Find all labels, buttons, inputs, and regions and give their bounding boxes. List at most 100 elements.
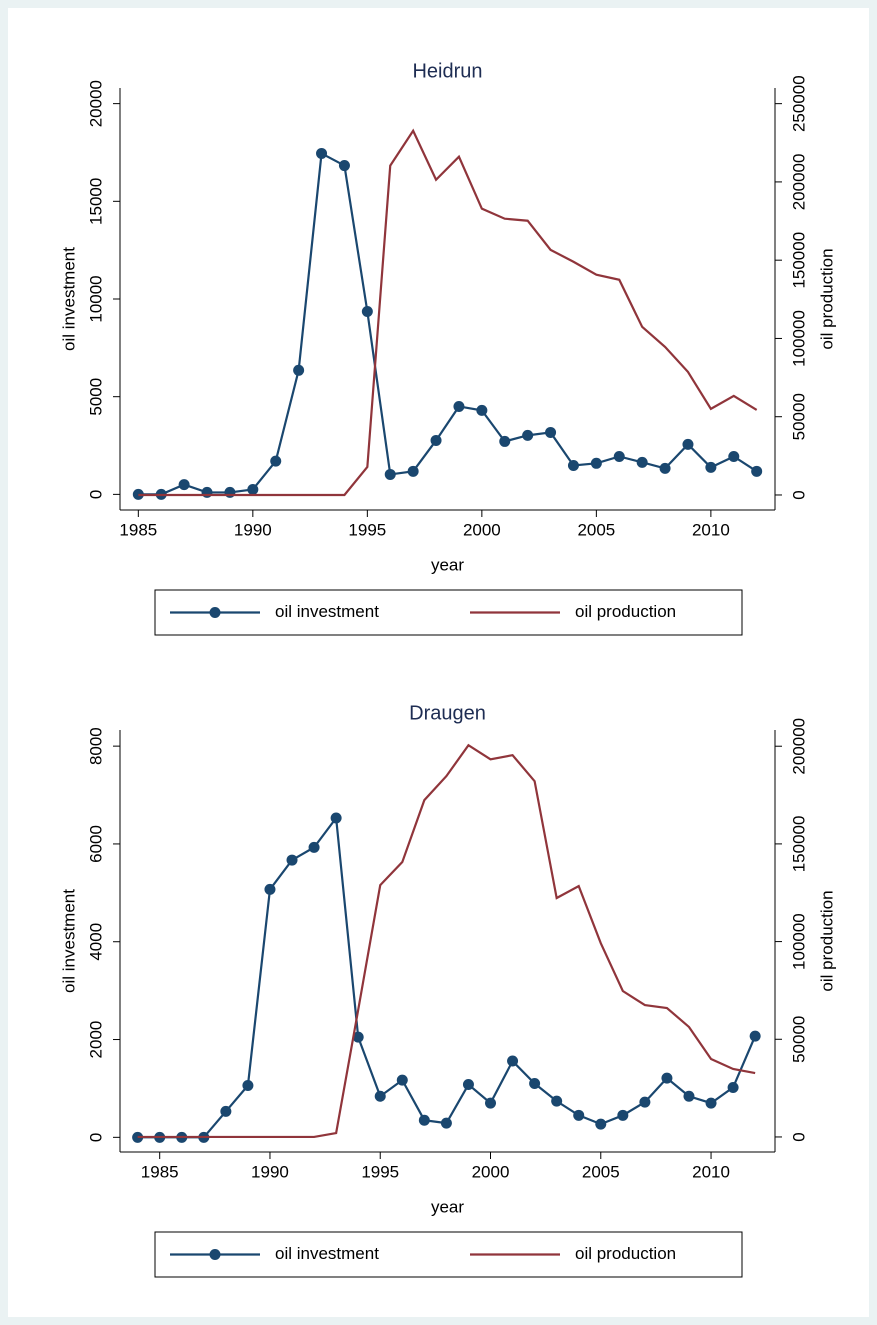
series-marker [352,1031,364,1043]
series-marker [308,841,320,853]
series-marker [661,1072,673,1084]
y-tick-label: 6000 [86,825,105,863]
series-line [138,151,758,496]
series-marker [551,1095,563,1107]
series-marker [617,1109,629,1121]
series-marker [418,1114,430,1126]
series-marker [522,429,534,441]
legend-label: oil investment [275,602,379,621]
legend-label: oil production [575,1244,676,1263]
series-marker [683,1090,695,1102]
legend-marker [209,1249,221,1260]
x-tick-label: 1990 [234,520,272,539]
x-tick-label: 1990 [251,1162,289,1181]
y-tick-label: 10000 [86,275,105,322]
series-marker [751,465,763,477]
series-marker [749,1030,761,1042]
x-tick-label: 1985 [119,520,157,539]
legend-label: oil investment [275,1244,379,1263]
series-marker [201,486,213,498]
series-marker [462,1079,474,1091]
x-tick-label: 2000 [472,1162,510,1181]
series-marker [396,1074,408,1086]
series-line [137,743,756,1139]
y2-tick-label: 250000 [789,75,808,132]
series-marker [728,450,740,462]
y2-tick-label: 150000 [789,816,808,873]
y2-tick-label: 50000 [789,393,808,440]
series-line [138,128,758,497]
x-axis-title: year [431,555,464,574]
y-tick-label: 2000 [86,1021,105,1059]
series-marker [639,1096,651,1108]
series-marker [316,147,328,159]
series-marker [567,459,579,471]
y2-tick-label: 100000 [789,913,808,970]
y-axis-title: oil investment [59,889,78,993]
series-marker [384,468,396,480]
series-marker [682,438,694,450]
series-marker [242,1079,254,1091]
series-marker [224,486,236,498]
y-tick-label: 20000 [86,80,105,127]
y2-axis-title: oil production [817,248,836,349]
series-marker [636,456,648,468]
series-marker [338,160,350,172]
series-marker [573,1109,585,1121]
series-marker [330,812,342,824]
y-tick-label: 4000 [86,923,105,961]
series-marker [286,854,298,866]
series-marker [247,483,259,495]
legend-label: oil production [575,602,676,621]
x-tick-label: 1995 [348,520,386,539]
series-marker [361,306,373,318]
series-marker [590,457,602,469]
y2-tick-label: 50000 [789,1016,808,1063]
chart-title: Draugen [409,702,486,724]
series-marker [440,1117,452,1129]
x-tick-label: 2005 [577,520,615,539]
series-marker [659,462,671,474]
y-axis-title: oil investment [59,247,78,351]
y2-tick-label: 200000 [789,154,808,211]
y-tick-label: 5000 [86,378,105,416]
graph-region [8,8,869,1317]
x-tick-label: 2010 [692,520,730,539]
series-marker [374,1090,386,1102]
y2-axis-title: oil production [817,890,836,991]
series-marker [220,1105,232,1117]
series-marker [264,883,276,895]
series-marker [430,434,442,446]
series-marker [727,1081,739,1093]
series-marker [270,455,282,467]
series-marker [476,404,488,416]
chart-title: Heidrun [412,60,482,82]
x-tick-label: 1995 [361,1162,399,1181]
y-tick-label: 0 [86,490,105,499]
y-tick-label: 0 [86,1133,105,1142]
x-tick-label: 2005 [582,1162,620,1181]
series-marker [613,450,625,462]
series-marker [407,465,419,477]
y2-tick-label: 0 [789,1132,808,1141]
series-marker [595,1118,607,1130]
y2-tick-label: 100000 [789,310,808,367]
legend-marker [209,607,221,618]
y-tick-label: 15000 [86,178,105,225]
x-tick-label: 2010 [692,1162,730,1181]
x-axis-title: year [431,1197,464,1216]
series-marker [453,400,465,412]
series-marker [705,461,717,473]
series-marker [529,1078,541,1090]
series-marker [178,479,190,491]
series-marker [485,1097,497,1109]
y2-tick-label: 0 [789,490,808,499]
series-marker [507,1055,519,1067]
series-marker [705,1097,717,1109]
series-marker [499,435,511,447]
x-tick-label: 2000 [463,520,501,539]
y2-tick-label: 200000 [789,718,808,775]
y-tick-label: 8000 [86,727,105,765]
y2-tick-label: 150000 [789,232,808,289]
